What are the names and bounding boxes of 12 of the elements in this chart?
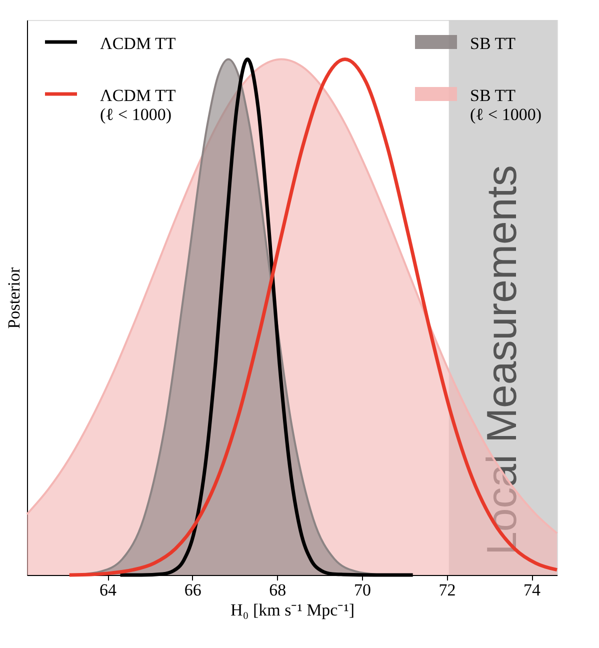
- x-axis-title: H₀ [km s⁻¹ Mpc⁻¹]: [230, 600, 354, 620]
- x-tick-label: 68: [269, 580, 286, 600]
- x-tick-label: 70: [354, 580, 371, 600]
- x-tick-label: 64: [100, 580, 118, 600]
- legend-label: SB TT (ℓ < 1000): [470, 86, 542, 124]
- y-axis-title: Posterior: [4, 266, 24, 329]
- legend-label: SB TT: [470, 34, 516, 53]
- x-tick-label: 66: [184, 580, 202, 600]
- x-tick-label: 74: [524, 580, 542, 600]
- x-tick-label: 72: [438, 580, 456, 600]
- legend-label: ΛCDM TT: [100, 34, 176, 53]
- legend-label: ΛCDM TT (ℓ < 1000): [100, 86, 176, 124]
